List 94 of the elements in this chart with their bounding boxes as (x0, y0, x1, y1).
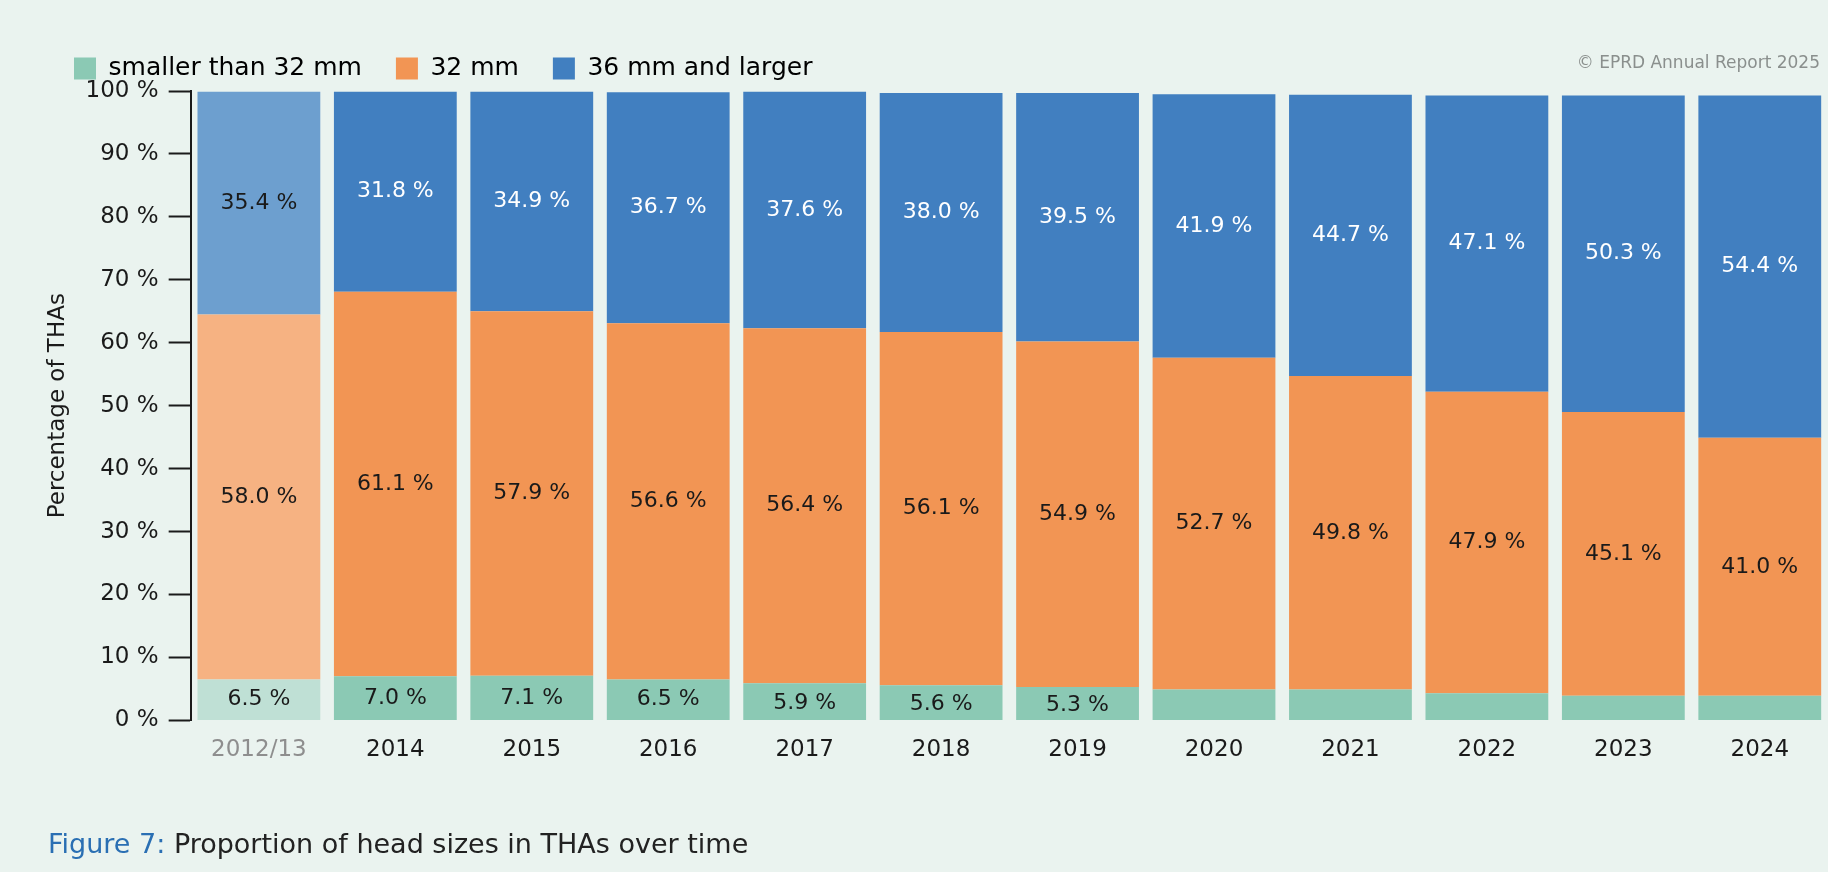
bar (1698, 437, 1822, 696)
x-tick-label: 2019 (1048, 735, 1107, 762)
y-tick-label: 40 % (100, 453, 159, 480)
bar (197, 679, 321, 720)
data-label: 54.4 % (1721, 252, 1799, 278)
data-label: 38.0 % (902, 198, 980, 224)
data-label: 6.5 % (227, 685, 291, 711)
data-label: 5.3 % (1046, 691, 1109, 717)
x-tick-label: 2023 (1594, 735, 1653, 762)
data-label: 6.5 % (636, 685, 700, 711)
bar (470, 311, 594, 676)
data-label: 61.1 % (356, 469, 434, 495)
bar (333, 676, 457, 720)
data-label: 44.7 % (1312, 221, 1389, 247)
data-label: 54.9 % (1039, 499, 1116, 525)
data-label: 5.6 % (909, 690, 973, 716)
bar (606, 323, 730, 680)
x-tick-label: 2022 (1457, 735, 1517, 762)
data-label: 45.1 % (1584, 539, 1662, 565)
x-tick-label: 2016 (638, 735, 698, 762)
legend-label: 32 mm (430, 52, 519, 81)
bar (470, 91, 594, 312)
y-tick-label: 80 % (100, 201, 159, 228)
data-label: 5.9 % (773, 689, 837, 715)
y-tick-label: 0 % (114, 705, 159, 732)
data-label: 31.8 % (356, 177, 434, 203)
bar (1561, 95, 1685, 412)
x-tick-label: 2015 (502, 735, 562, 762)
x-tick-label: 2017 (775, 735, 834, 762)
data-label: 56.4 % (766, 491, 844, 517)
bar (1016, 92, 1139, 342)
legend-label: 36 mm and larger (587, 52, 814, 81)
bar (333, 91, 457, 292)
y-tick-label: 70 % (100, 264, 159, 291)
data-label: 7.1 % (500, 683, 564, 709)
bar (1698, 695, 1822, 720)
bar (1152, 357, 1276, 690)
bar (1016, 687, 1139, 720)
bar (743, 91, 867, 329)
bar (879, 685, 1003, 720)
data-label: 35.4 % (220, 188, 298, 214)
bar (743, 683, 867, 720)
bar (1289, 94, 1412, 377)
data-label: 57.9 % (493, 479, 571, 505)
data-label: 7.0 % (363, 683, 427, 709)
y-tick-label: 20 % (100, 579, 159, 606)
bar (1289, 689, 1412, 720)
y-tick-label: 60 % (100, 327, 159, 354)
bar (606, 679, 730, 720)
x-tick-label: 2024 (1730, 735, 1790, 762)
bar (1561, 411, 1685, 696)
bar (1698, 95, 1822, 438)
bar (1289, 376, 1412, 690)
data-label: 56.1 % (902, 494, 980, 520)
data-label: 34.9 % (493, 187, 571, 213)
y-axis-title: Percentage of THAs (42, 293, 69, 519)
bar (606, 92, 730, 324)
bar (1016, 341, 1139, 688)
bar (1425, 391, 1549, 694)
bar (470, 675, 594, 720)
data-label: 56.6 % (629, 487, 707, 513)
text: © EPRD Annual Report 2025 (1576, 52, 1820, 72)
x-tick-label: 2018 (911, 735, 971, 762)
y-tick-label: 10 % (100, 642, 159, 669)
data-label: 52.7 % (1175, 509, 1253, 535)
x-tick-label: 2021 (1321, 735, 1380, 762)
bar (1425, 95, 1549, 392)
bar (1561, 695, 1685, 720)
data-label: 41.9 % (1175, 211, 1253, 237)
bar (1425, 693, 1549, 720)
bar (1152, 94, 1276, 358)
bar (197, 91, 321, 315)
data-label: 37.6 % (766, 195, 844, 221)
y-tick-label: 90 % (100, 138, 159, 165)
bar (333, 291, 457, 677)
x-tick-label: 2014 (366, 735, 425, 762)
bar (879, 92, 1003, 333)
data-label: 58.0 % (220, 482, 298, 508)
text: Figure 7: Proportion of head sizes in THAs over time (48, 828, 749, 859)
data-label: 47.9 % (1448, 528, 1526, 554)
y-tick-label: 50 % (100, 390, 159, 417)
data-label: 36.7 % (629, 193, 707, 219)
data-label: 39.5 % (1039, 202, 1116, 228)
bar (1152, 689, 1276, 720)
data-label: 49.8 % (1312, 518, 1389, 544)
data-label: 41.0 % (1721, 552, 1799, 578)
data-label: 50.3 % (1584, 239, 1662, 265)
x-tick-label: 2020 (1184, 735, 1244, 762)
y-tick-label: 30 % (100, 516, 159, 543)
x-tick-label: 2012/13 (211, 735, 307, 762)
data-label: 47.1 % (1448, 229, 1526, 255)
bar (879, 332, 1003, 686)
bar (197, 314, 321, 680)
bar (743, 328, 867, 684)
